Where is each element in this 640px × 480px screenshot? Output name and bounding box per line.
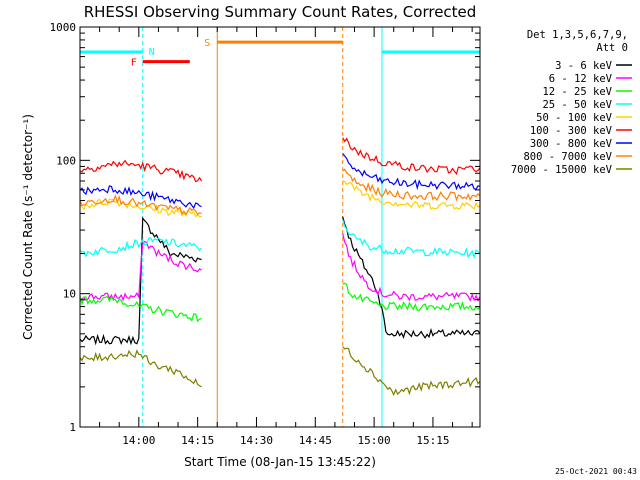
series-8-segment-0 — [79, 349, 202, 388]
series-2 — [79, 282, 481, 323]
series-7-segment-1 — [342, 168, 481, 202]
series-5-segment-0 — [79, 159, 203, 183]
x-tick-label-0: 14:00 — [122, 434, 155, 447]
y-tick-label-0: 1 — [69, 421, 76, 434]
series-6-segment-1 — [342, 153, 481, 191]
legend-header-line-detectors: Det 1,3,5,6,7,9, — [527, 29, 628, 41]
legend-header-line-attenuator: Att 0 — [596, 42, 628, 54]
series-5 — [79, 137, 481, 183]
series-2-segment-0 — [79, 295, 202, 323]
x-tick-label-4: 15:00 — [358, 434, 391, 447]
series-6 — [79, 153, 481, 210]
series-2-segment-1 — [342, 282, 481, 312]
series-1 — [79, 233, 481, 302]
series-8 — [79, 346, 481, 397]
series-3 — [79, 219, 481, 260]
chart-title: RHESSI Observing Summary Count Rates, Co… — [84, 3, 477, 21]
legend-label-4: 50 - 100 keV — [536, 112, 613, 124]
plot-frame — [79, 26, 481, 428]
series-4-segment-0 — [79, 198, 202, 218]
legend-label-6: 300 - 800 keV — [530, 138, 613, 150]
legend-label-3: 25 - 50 keV — [542, 99, 612, 111]
series-5-segment-1 — [342, 137, 481, 176]
series-4-segment-1 — [342, 179, 481, 210]
y-axis: 1 10 100 1000 — [50, 21, 480, 434]
generated-timestamp: 25-Oct-2021 00:43 — [555, 467, 637, 476]
x-axis: 14:00 14:15 14:30 14:45 15:00 15:15 — [79, 27, 473, 447]
legend-label-2: 12 - 25 keV — [542, 86, 612, 98]
legend-label-0: 3 - 6 keV — [555, 60, 613, 72]
series-layer — [79, 137, 481, 397]
series-1-segment-1 — [342, 233, 481, 302]
legend-label-5: 100 - 300 keV — [530, 125, 613, 137]
legend-label-8: 7000 - 15000 keV — [511, 164, 613, 176]
x-tick-label-2: 14:30 — [240, 434, 273, 447]
series-3-segment-1 — [342, 219, 481, 260]
series-3-segment-0 — [79, 237, 203, 258]
x-tick-label-3: 14:45 — [299, 434, 332, 447]
series-0-segment-0 — [79, 216, 202, 346]
series-7 — [79, 168, 481, 216]
y-tick-label-1: 10 — [63, 288, 76, 301]
series-6-segment-0 — [79, 185, 202, 210]
legend-header: Det 1,3,5,6,7,9, Att 0 — [527, 29, 628, 54]
y-tick-label-3: 1000 — [50, 21, 77, 34]
series-0-segment-1 — [342, 216, 481, 340]
legend-label-1: 6 - 12 keV — [549, 73, 613, 85]
saa-label: S — [204, 38, 210, 49]
series-7-segment-0 — [79, 194, 202, 216]
series-4 — [79, 179, 481, 218]
night-label: N — [149, 47, 155, 58]
flare-label: F — [131, 58, 137, 69]
x-tick-label-1: 14:15 — [181, 434, 214, 447]
series-1-segment-0 — [79, 240, 202, 302]
x-axis-label: Start Time (08-Jan-15 13:45:22) — [184, 455, 376, 469]
y-axis-label: Corrected Count Rate (s⁻¹ detector⁻¹) — [21, 114, 35, 340]
legend-label-7: 800 - 7000 keV — [523, 151, 612, 163]
series-8-segment-1 — [342, 346, 481, 397]
x-tick-label-5: 15:15 — [416, 434, 449, 447]
annotation-layer: N F S — [79, 27, 481, 427]
y-tick-label-2: 100 — [56, 154, 76, 167]
series-0 — [79, 216, 481, 346]
